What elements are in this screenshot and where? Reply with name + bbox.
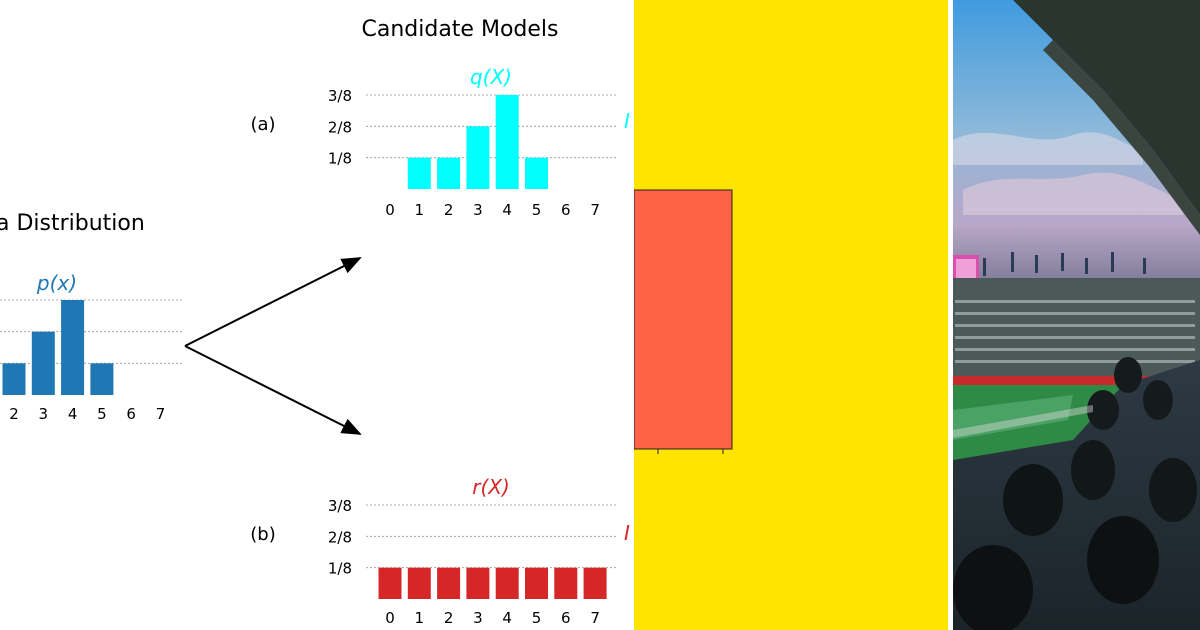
bar	[90, 363, 114, 395]
arrow-to-model-a	[184, 257, 362, 347]
x-tick-label: 2	[9, 405, 19, 423]
diagram-title: Candidate Models	[362, 17, 559, 42]
flags	[983, 252, 1146, 276]
x-tick-label: 5	[532, 201, 542, 219]
bar	[61, 300, 85, 395]
bar	[466, 567, 490, 599]
y-tick-label: 3/8	[328, 87, 352, 105]
bar	[31, 331, 55, 395]
arrow-to-model-b	[184, 345, 362, 435]
x-tick-label: 0	[385, 609, 395, 627]
bar	[583, 567, 607, 599]
crowd-lights	[955, 300, 1195, 363]
p-chart-label: p(x)	[36, 271, 77, 295]
y-tick-label: 3/8	[328, 497, 352, 515]
clouds	[963, 172, 1183, 215]
x-tick-label: 5	[532, 609, 542, 627]
model-a-label: (a)	[250, 114, 275, 135]
x-tick-label: 1	[415, 609, 425, 627]
bar	[407, 567, 431, 599]
bar	[495, 567, 519, 599]
roof-edge	[1043, 40, 1200, 235]
spectator	[1087, 390, 1119, 430]
y-tick-label: 1/8	[328, 150, 352, 168]
bar	[495, 95, 519, 189]
x-tick-label: 6	[126, 405, 136, 423]
orange-rectangle	[634, 189, 733, 450]
x-tick-label: 3	[473, 609, 483, 627]
stadium-photo	[953, 0, 1200, 630]
r-model-chart: 1/8 2/8 3/8 0 1 2 3 4 5 6 7	[328, 497, 617, 627]
x-tick-label: 3	[39, 405, 49, 423]
bar	[2, 363, 26, 395]
advertising-boards	[953, 376, 1200, 385]
panel-divider	[948, 0, 953, 630]
data-distribution-title: a Distribution	[0, 211, 145, 236]
yellow-panel	[634, 0, 948, 630]
x-tick-label: 3	[473, 201, 483, 219]
stadium-photo-svg	[953, 0, 1200, 630]
diagram-panel: Candidate Models a Distribution p(x) q(X…	[0, 17, 630, 627]
bar	[437, 567, 461, 599]
x-tick-label: 4	[502, 201, 512, 219]
x-tick-label: 1	[415, 201, 425, 219]
cut-label-a: I	[624, 109, 630, 133]
bar	[466, 126, 490, 189]
x-tick-label: 7	[590, 609, 600, 627]
clouds	[953, 132, 1143, 165]
stadium-roof	[1013, 0, 1200, 215]
x-tick-label: 2	[444, 609, 454, 627]
railing	[953, 405, 1093, 438]
x-tick-label: 6	[561, 201, 571, 219]
q-model-chart: 1/8 2/8 3/8 0 1 2 3 4 5 6 7	[328, 87, 617, 219]
spectator	[1149, 458, 1197, 522]
model-b-label: (b)	[250, 524, 275, 545]
bar	[407, 157, 431, 189]
q-chart-label: q(X)	[470, 65, 512, 89]
bar	[525, 567, 548, 599]
x-tick-label: 5	[97, 405, 107, 423]
diagram-svg: Candidate Models a Distribution p(x) q(X…	[0, 17, 630, 627]
spectator	[1087, 516, 1159, 604]
cut-label-b: I	[624, 521, 630, 545]
x-tick-label: 0	[385, 201, 395, 219]
x-tick-label: 7	[156, 405, 166, 423]
y-tick-label: 2/8	[328, 528, 352, 546]
x-tick-label: 2	[444, 201, 454, 219]
pitch-light	[953, 395, 1073, 440]
spectator	[1003, 464, 1063, 536]
spectator	[1071, 440, 1115, 500]
bar	[378, 567, 402, 599]
spectator	[1114, 357, 1142, 393]
y-tick-label: 1/8	[328, 560, 352, 578]
y-tick-label: 2/8	[328, 118, 352, 136]
r-chart-label: r(X)	[472, 475, 510, 499]
bar	[554, 567, 578, 599]
yellow-panel-svg	[634, 0, 948, 630]
x-tick-label: 4	[68, 405, 78, 423]
spectator	[1143, 380, 1173, 420]
x-tick-label: 6	[561, 609, 571, 627]
x-tick-label: 4	[502, 609, 512, 627]
p-distribution-chart: 2 3 4 5 6 7	[0, 299, 184, 423]
spectator	[953, 545, 1033, 630]
bar	[525, 157, 548, 189]
x-tick-label: 7	[590, 201, 600, 219]
bar	[437, 157, 461, 189]
